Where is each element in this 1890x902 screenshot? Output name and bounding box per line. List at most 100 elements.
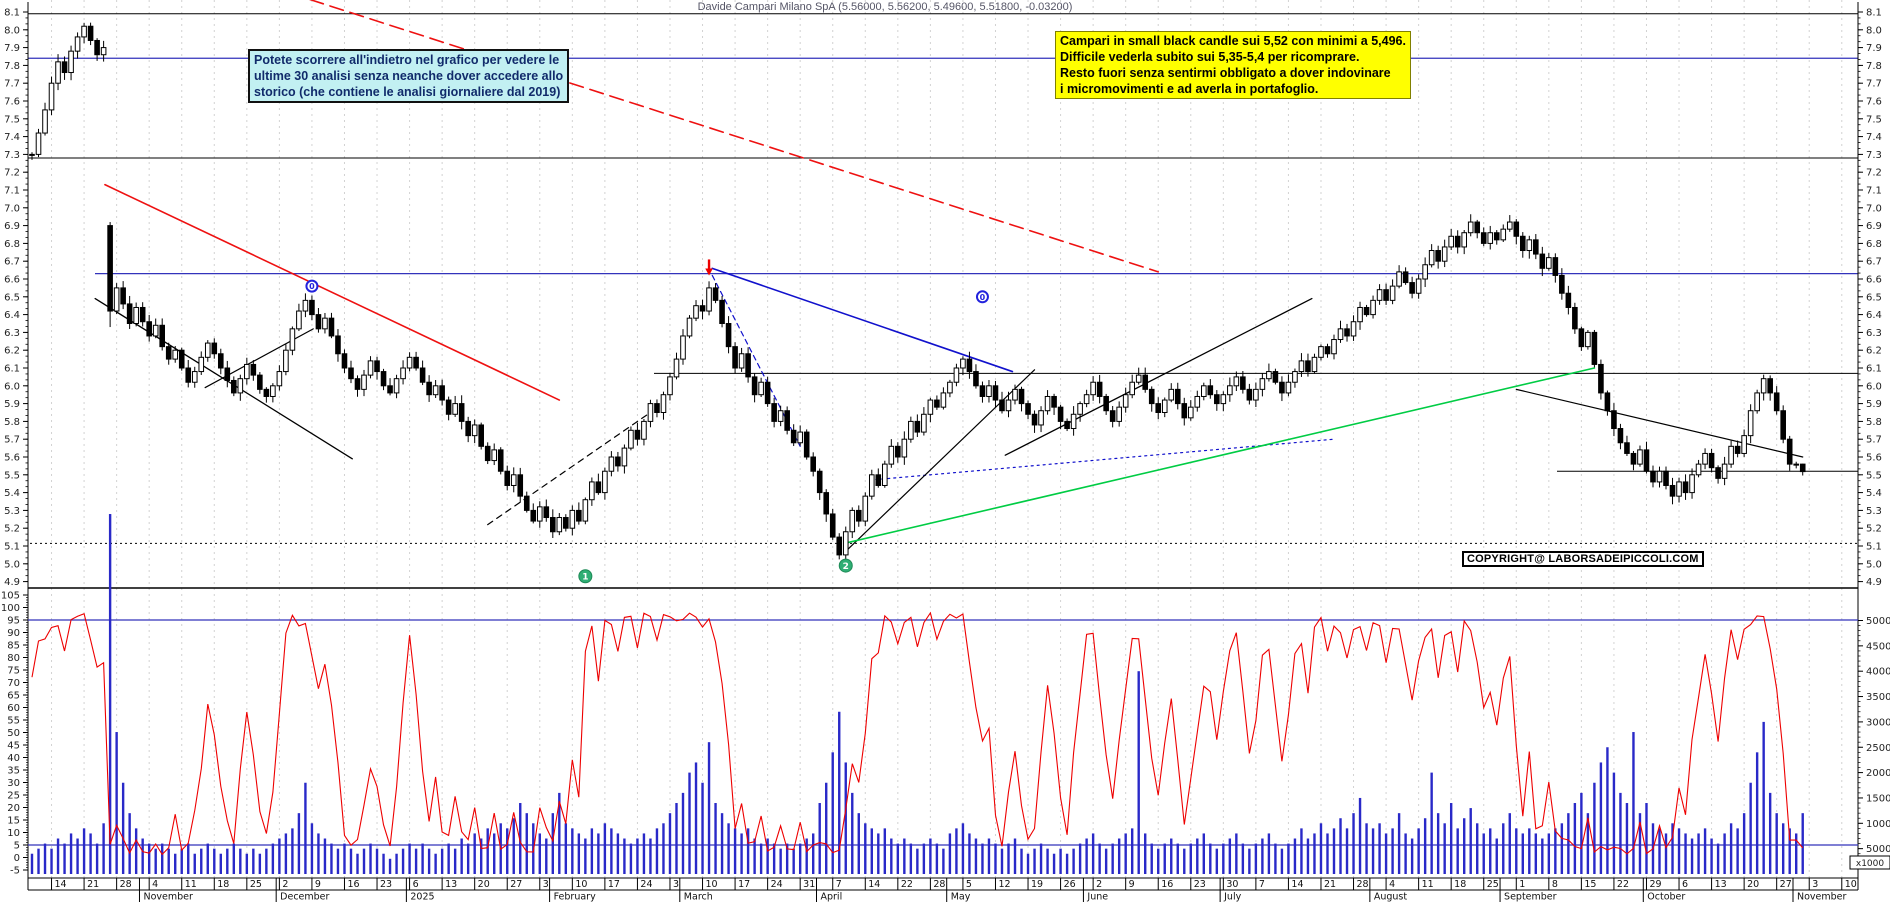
trend-lines xyxy=(94,0,1804,552)
candle xyxy=(1057,404,1064,430)
candle xyxy=(1135,367,1142,385)
svg-text:16: 16 xyxy=(347,879,359,890)
svg-text:6.4: 6.4 xyxy=(4,310,20,321)
candle xyxy=(35,128,42,158)
svg-text:7.8: 7.8 xyxy=(1866,61,1882,72)
candle xyxy=(960,356,966,376)
candle xyxy=(172,346,179,363)
svg-text:5.2: 5.2 xyxy=(1866,524,1882,535)
candle xyxy=(1337,320,1344,343)
candle xyxy=(87,22,94,46)
volume-axis: 5000 10000 15000 20000 25000 30000 35000 40000 4… xyxy=(1849,616,1890,870)
candle xyxy=(882,460,888,488)
price-axis: 4.9 4.9 5.0 5.0 5.1 5.1 5.2 5.2 5.3 5.3 5.4 5.4 5.5 5… xyxy=(4,8,1882,589)
svg-text:10: 10 xyxy=(1845,879,1857,890)
candle xyxy=(250,360,257,381)
candle xyxy=(1721,456,1728,486)
cycle-zero-marker: 0 xyxy=(305,279,319,293)
candle xyxy=(868,469,875,500)
candle xyxy=(641,419,647,446)
svg-text:80: 80 xyxy=(7,653,20,664)
candle xyxy=(244,357,250,385)
candle xyxy=(1643,441,1650,474)
candle xyxy=(1311,353,1318,374)
svg-text:7.1: 7.1 xyxy=(1866,186,1882,197)
svg-text:6.8: 6.8 xyxy=(4,239,20,250)
info-box-line: ultime 30 analisi senza neanche dover ac… xyxy=(254,69,564,83)
svg-text:29: 29 xyxy=(1649,879,1661,890)
svg-text:90: 90 xyxy=(7,628,20,639)
candle xyxy=(413,351,419,371)
candle xyxy=(1793,461,1800,469)
svg-text:March: March xyxy=(684,892,713,902)
candle xyxy=(1702,448,1708,470)
candle xyxy=(725,316,732,354)
svg-text:6.2: 6.2 xyxy=(4,346,20,357)
svg-text:6.0: 6.0 xyxy=(1866,381,1882,392)
candle xyxy=(1279,376,1285,402)
svg-text:15: 15 xyxy=(7,816,20,827)
candle xyxy=(94,38,100,61)
candle xyxy=(784,406,790,435)
svg-text:7.0: 7.0 xyxy=(4,203,20,214)
candle xyxy=(1669,477,1676,505)
candle xyxy=(602,467,608,500)
svg-text:x1000: x1000 xyxy=(1856,859,1885,869)
svg-text:5.8: 5.8 xyxy=(1866,417,1882,428)
svg-text:25: 25 xyxy=(1487,879,1499,890)
candle xyxy=(1624,435,1630,456)
candle xyxy=(1572,302,1578,334)
svg-text:May: May xyxy=(951,892,971,902)
candle xyxy=(1220,391,1227,412)
candle xyxy=(816,468,823,500)
candle xyxy=(1344,323,1350,342)
svg-text:5.4: 5.4 xyxy=(1866,488,1882,499)
svg-text:4: 4 xyxy=(152,879,158,890)
candle xyxy=(237,374,244,401)
analysis-box-line: Resto fuori senza sentirmi obbligato a d… xyxy=(1060,66,1391,80)
candle xyxy=(231,376,237,397)
svg-text:15000: 15000 xyxy=(1866,793,1890,804)
candle xyxy=(803,429,810,460)
candle xyxy=(491,443,498,466)
candle xyxy=(1181,397,1188,426)
candle xyxy=(523,491,530,513)
candle xyxy=(1233,371,1240,391)
candle xyxy=(367,356,374,379)
candle xyxy=(1741,429,1747,457)
candle xyxy=(745,347,751,383)
candle xyxy=(875,468,882,488)
svg-text:5.6: 5.6 xyxy=(4,453,20,464)
candle xyxy=(719,295,725,328)
svg-text:15: 15 xyxy=(1584,879,1596,890)
candle xyxy=(478,422,484,450)
candle xyxy=(322,312,328,334)
candle xyxy=(1650,465,1656,488)
candle xyxy=(458,395,465,430)
candle xyxy=(1370,295,1376,319)
svg-text:7.2: 7.2 xyxy=(1866,168,1882,179)
scroll-info-box: Potete scorrere all'indietro nel grafico… xyxy=(248,49,570,103)
candle xyxy=(341,349,348,374)
candle xyxy=(1324,343,1331,358)
candle xyxy=(1663,466,1669,490)
candle xyxy=(113,283,120,315)
candle xyxy=(706,281,712,316)
candle xyxy=(1194,390,1201,412)
candle xyxy=(1331,334,1337,360)
svg-text:6.1: 6.1 xyxy=(4,364,20,375)
svg-text:5: 5 xyxy=(14,841,20,852)
candle xyxy=(771,397,777,428)
candle xyxy=(380,368,387,391)
candle xyxy=(497,447,504,475)
svg-text:6.8: 6.8 xyxy=(1866,239,1882,250)
candle xyxy=(204,340,211,362)
svg-text:-5: -5 xyxy=(10,866,20,877)
svg-text:30000: 30000 xyxy=(1866,717,1890,728)
svg-text:19: 19 xyxy=(1031,879,1043,890)
candle xyxy=(589,477,595,506)
candle xyxy=(712,283,719,304)
candle xyxy=(1519,232,1526,258)
candle xyxy=(1161,397,1168,418)
